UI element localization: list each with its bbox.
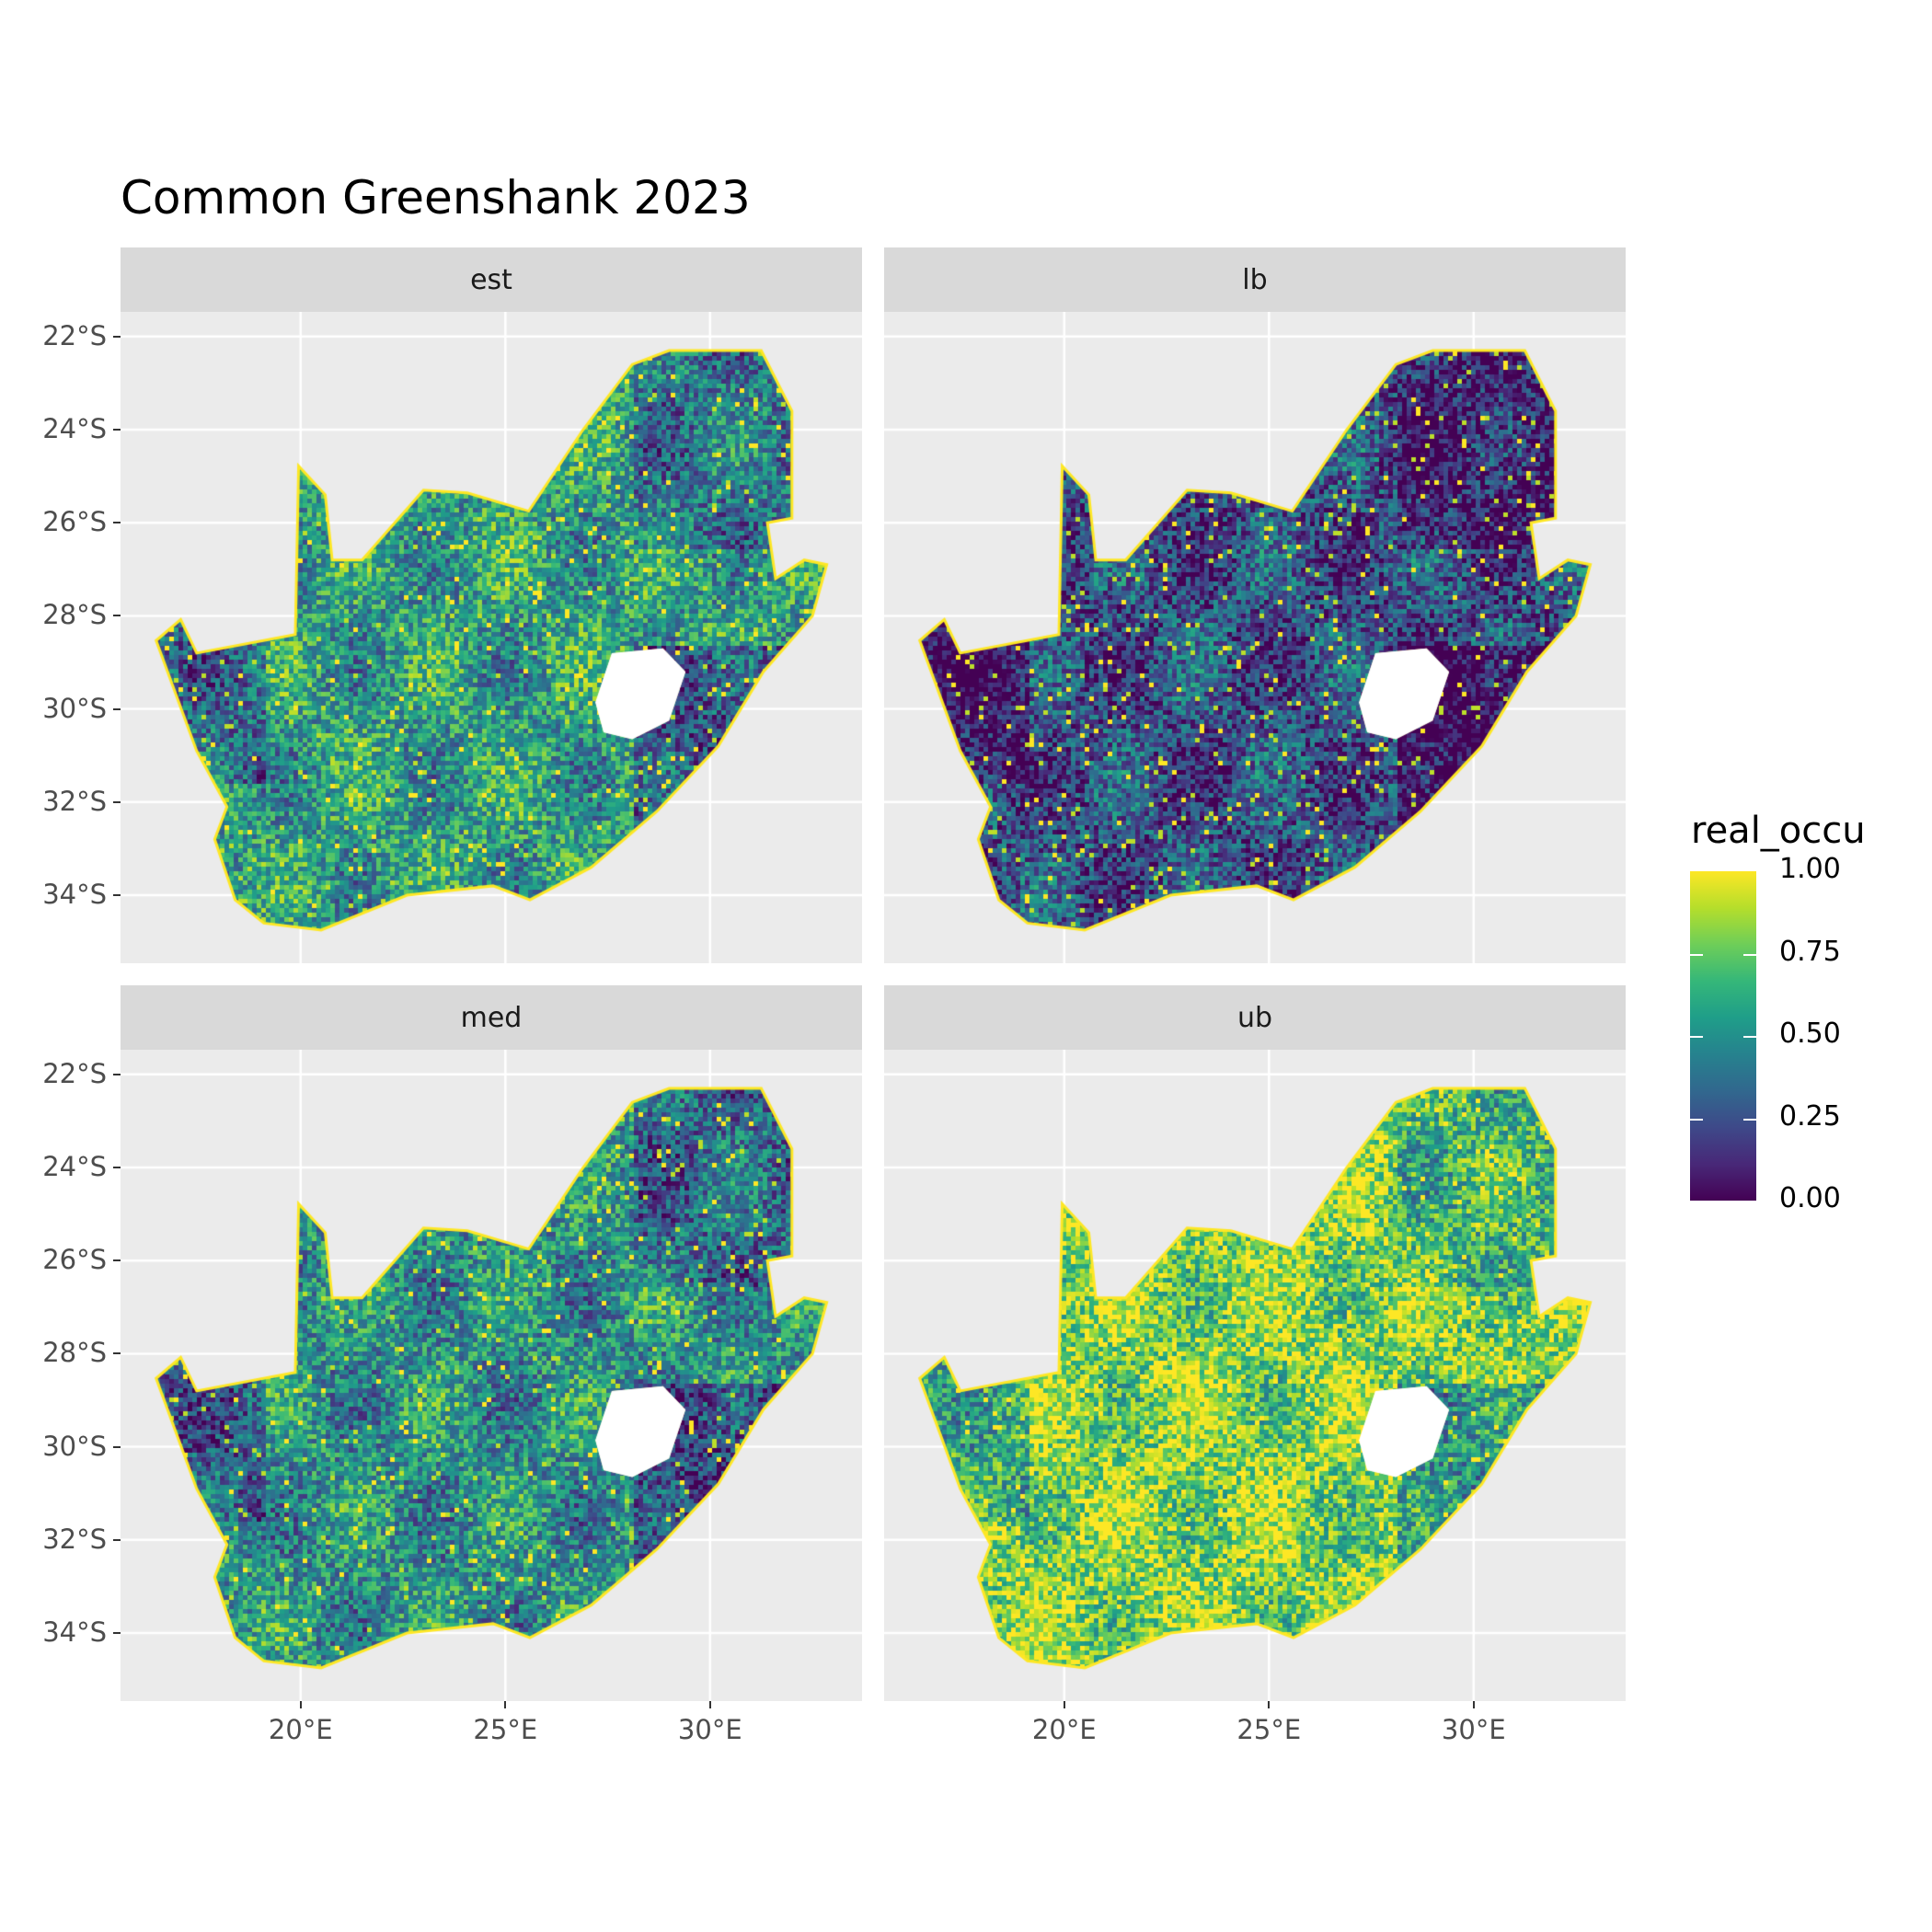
y-tick-label: 34°S (42, 879, 107, 911)
legend-tick (1743, 953, 1756, 956)
x-tick-label: 30°E (677, 1714, 742, 1745)
legend-tick (1690, 953, 1703, 956)
legend-tick (1690, 1036, 1703, 1038)
y-tick (113, 1352, 121, 1355)
x-tick-label: 25°E (473, 1714, 538, 1745)
facet-strip-ub: ub (884, 985, 1626, 1050)
y-tick-label: 22°S (42, 1057, 107, 1089)
x-tick (1268, 1701, 1271, 1708)
legend-tick (1743, 1118, 1756, 1121)
map-panel-est (121, 312, 862, 963)
y-tick (113, 800, 121, 803)
facet-strip-est: est (121, 247, 862, 312)
plot-title: Common Greenshank 2023 (121, 171, 751, 224)
x-tick (504, 1701, 507, 1708)
y-tick (113, 1632, 121, 1635)
x-tick-label: 20°E (1031, 1714, 1097, 1745)
y-tick (113, 335, 121, 338)
occupancy-raster (121, 312, 862, 963)
y-tick-label: 26°S (42, 506, 107, 538)
facet-strip-lb: lb (884, 247, 1626, 312)
y-tick-label: 26°S (42, 1244, 107, 1276)
y-tick-label: 24°S (42, 413, 107, 445)
x-tick (1472, 1701, 1475, 1708)
y-tick-label: 22°S (42, 319, 107, 351)
legend-label: 0.25 (1779, 1099, 1841, 1133)
y-tick (113, 707, 121, 710)
x-tick-label: 30°E (1441, 1714, 1506, 1745)
y-tick-label: 30°S (42, 692, 107, 724)
x-tick (299, 1701, 302, 1708)
x-tick (1063, 1701, 1065, 1708)
y-tick (113, 1073, 121, 1075)
y-tick (113, 522, 121, 524)
occupancy-raster (884, 312, 1626, 963)
y-tick-label: 32°S (42, 785, 107, 817)
y-tick-label: 34°S (42, 1616, 107, 1649)
facet-strip-med: med (121, 985, 862, 1050)
x-tick (708, 1701, 711, 1708)
map-panel-ub (884, 1050, 1626, 1701)
x-tick-label: 20°E (268, 1714, 333, 1745)
occupancy-raster (884, 1050, 1626, 1701)
x-tick-label: 25°E (1236, 1714, 1302, 1745)
y-tick-label: 24°S (42, 1151, 107, 1183)
y-tick-label: 28°S (42, 1337, 107, 1369)
y-tick-label: 32°S (42, 1523, 107, 1555)
y-tick (113, 429, 121, 431)
legend-label: 0.50 (1779, 1018, 1841, 1050)
map-panel-lb (884, 312, 1626, 963)
legend-label: 0.00 (1779, 1182, 1841, 1214)
y-tick (113, 894, 121, 897)
legend-tick (1690, 1118, 1703, 1121)
legend-label: 1.00 (1779, 853, 1841, 885)
y-tick (113, 1538, 121, 1541)
legend-label: 0.75 (1779, 935, 1841, 968)
y-tick-label: 30°S (42, 1430, 107, 1462)
y-tick (113, 1445, 121, 1448)
y-tick (113, 1167, 121, 1169)
y-tick (113, 1259, 121, 1262)
y-tick (113, 615, 121, 617)
map-panel-med (121, 1050, 862, 1701)
legend-tick (1743, 1036, 1756, 1038)
occupancy-raster (121, 1050, 862, 1701)
legend-title: real_occu (1691, 810, 1866, 852)
y-tick-label: 28°S (42, 599, 107, 631)
